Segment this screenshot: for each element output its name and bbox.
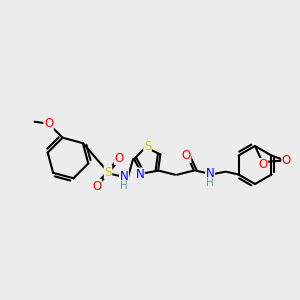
Text: O: O xyxy=(258,158,268,172)
Text: O: O xyxy=(44,117,53,130)
Text: H: H xyxy=(120,181,128,191)
Text: H: H xyxy=(206,178,214,188)
Text: S: S xyxy=(144,140,151,153)
Text: N: N xyxy=(120,170,128,184)
Text: S: S xyxy=(104,166,112,178)
Text: N: N xyxy=(136,168,144,181)
Text: O: O xyxy=(282,154,291,167)
Text: O: O xyxy=(114,152,124,164)
Text: O: O xyxy=(92,179,102,193)
Text: N: N xyxy=(206,167,214,180)
Text: O: O xyxy=(182,149,191,162)
